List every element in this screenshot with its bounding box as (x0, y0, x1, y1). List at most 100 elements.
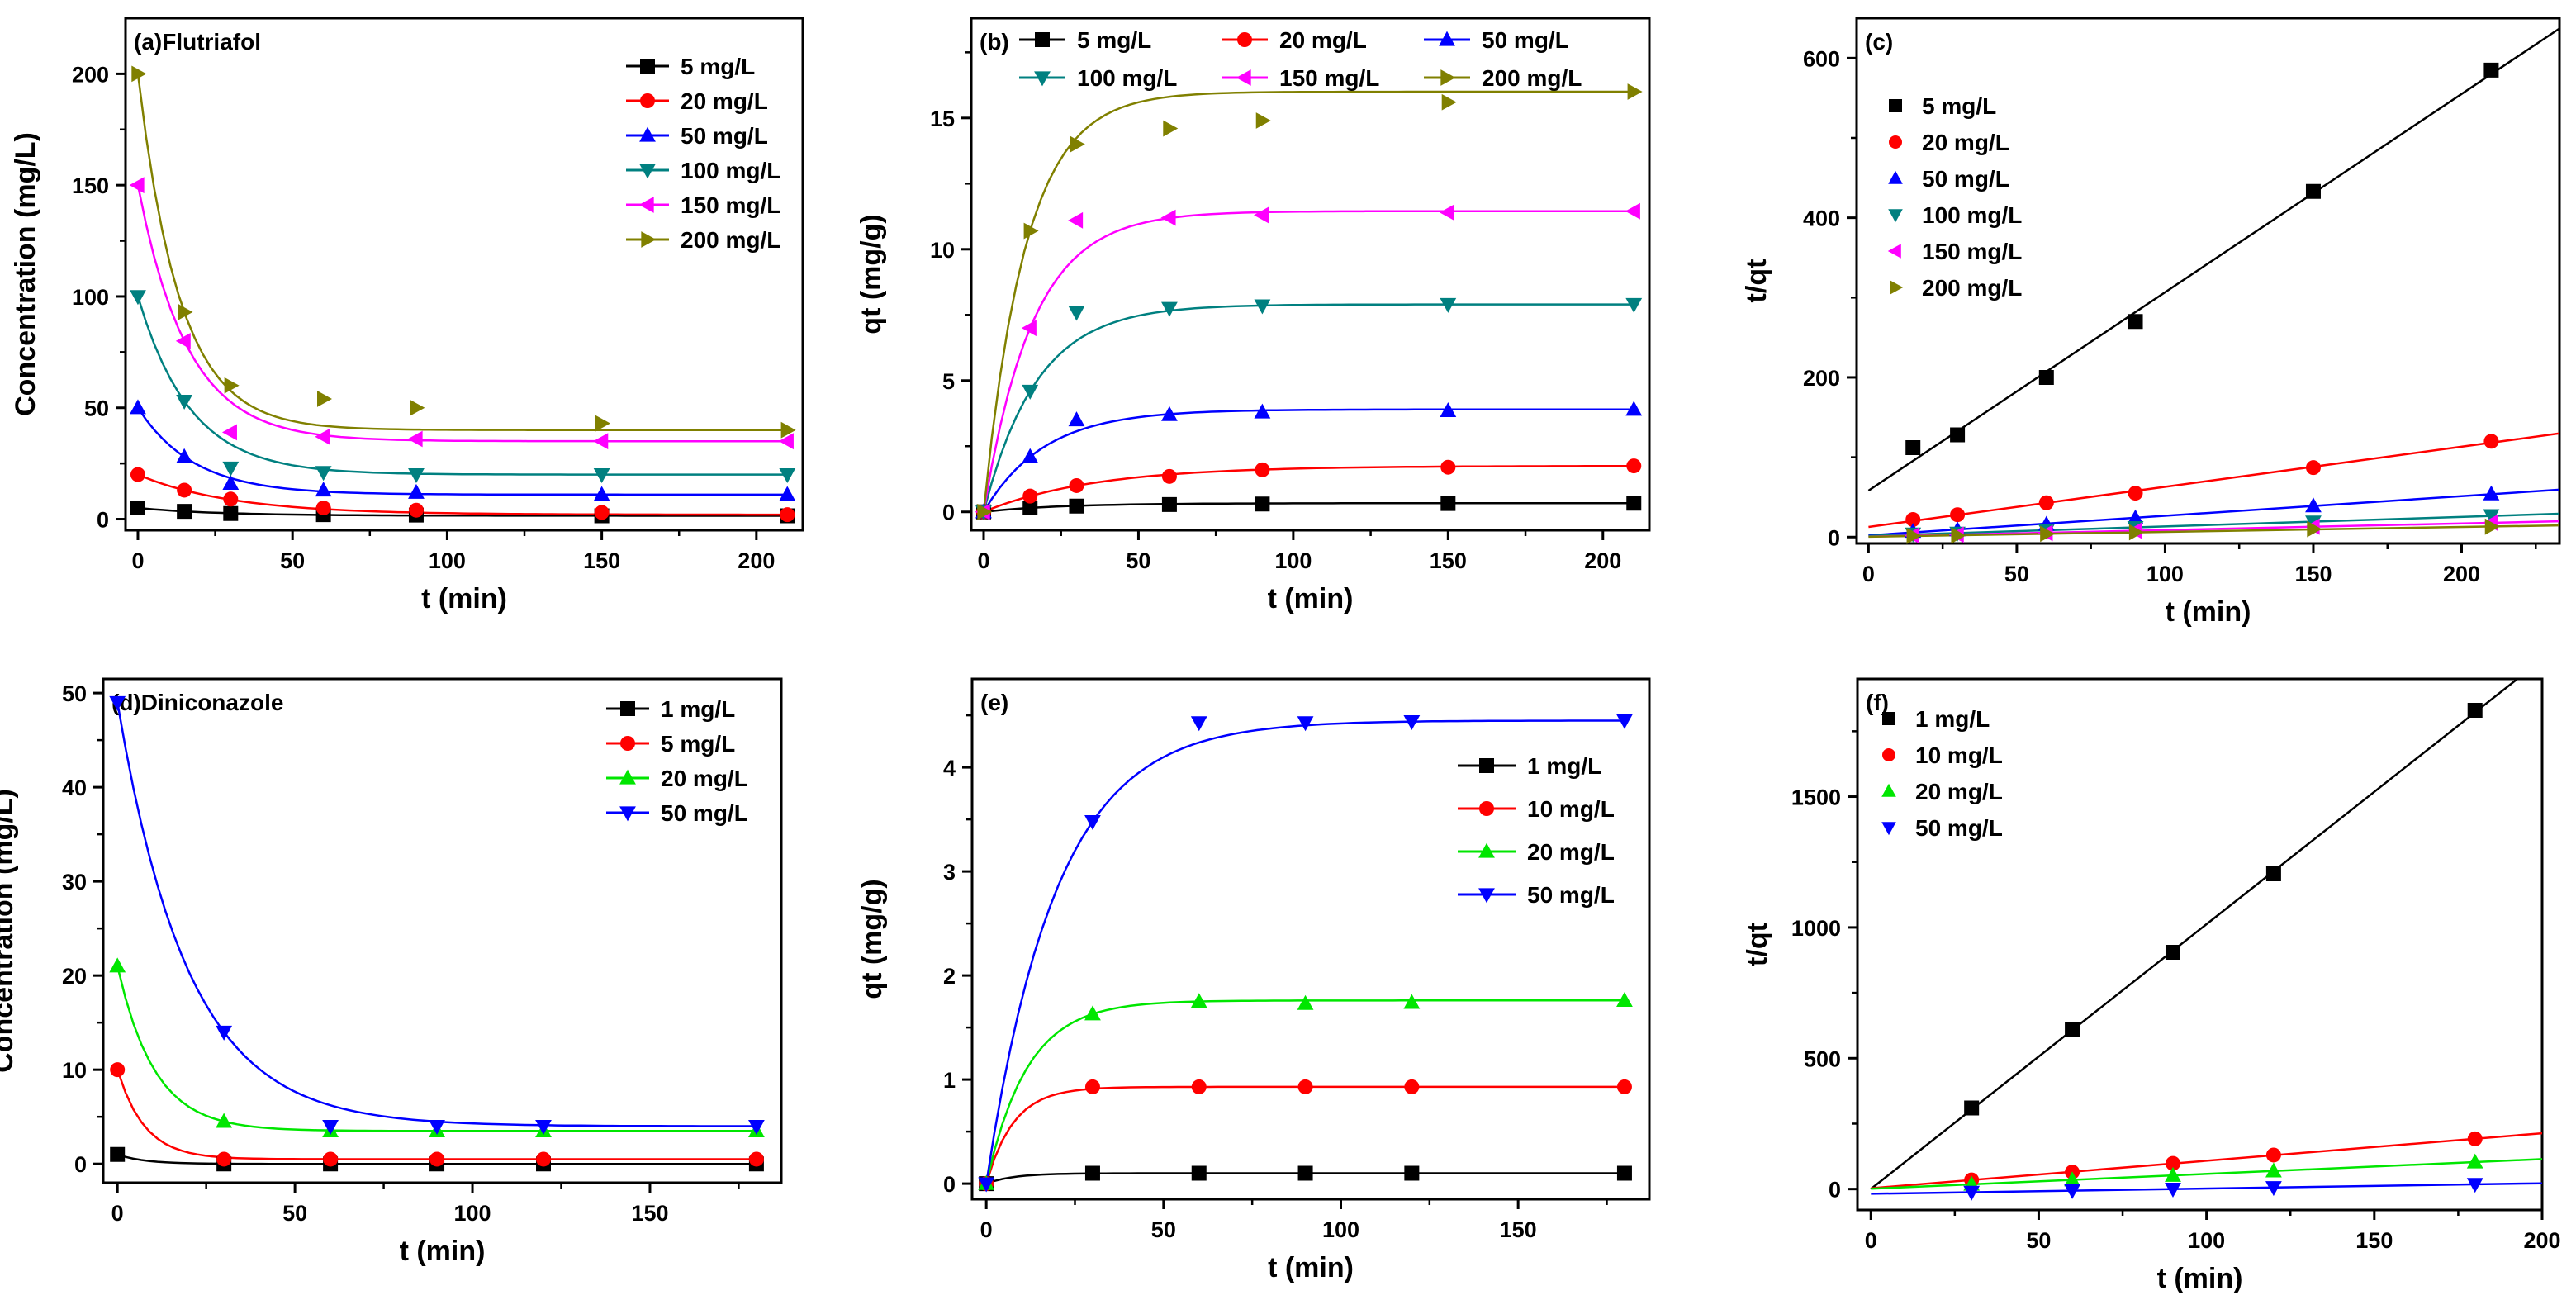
chart-data-1-series-5-point-3 (1163, 120, 1179, 137)
chart-data-2-series-2-point-5 (2483, 485, 2500, 501)
y-axis-label: Concentration (mg/L) (10, 132, 41, 416)
chart-data-2-series-1-point-1 (1950, 507, 1966, 523)
chart-data-2-series-0-point-0 (1905, 440, 1921, 456)
chart-data-5-series-0-point-1 (2065, 1022, 2080, 1037)
series-line-3 (984, 719, 1625, 1184)
chart-data-0-series-4-point-0 (129, 177, 145, 194)
y-axis-label: qt (mg/g) (856, 214, 887, 334)
legend-marker (1440, 69, 1456, 86)
x-tick-label: 150 (583, 548, 620, 573)
y-tick-label: 4 (943, 756, 956, 780)
series-line-1 (1871, 1132, 2542, 1189)
chart-data-0-series-0-point-1 (177, 504, 192, 520)
x-tick-label: 100 (454, 1201, 491, 1226)
x-tick-label: 200 (2443, 562, 2480, 586)
chart-data-3-series-1-point-2 (323, 1151, 339, 1167)
y-tick-label: 1500 (1791, 785, 1841, 810)
chart-data-1-series-1-point-5 (1440, 459, 1456, 475)
y-tick-label: 1 (943, 1068, 956, 1093)
chart-data-3-series-1-point-1 (216, 1151, 232, 1167)
legend-marker (640, 93, 655, 108)
chart-data-1-series-5-point-4 (1255, 112, 1271, 129)
legend-marker (1034, 71, 1051, 87)
legend-marker (1882, 712, 1895, 725)
legend-marker (619, 769, 636, 785)
chart-data-0-series-1-point-5 (594, 505, 610, 520)
chart-data-5-series-0-point-3 (2265, 866, 2281, 881)
chart-data-1-series-0-point-1 (1022, 500, 1038, 515)
legend-marker (1439, 31, 1455, 46)
legend-marker (1478, 842, 1495, 858)
y-tick-label: 400 (1803, 206, 1840, 231)
legend-marker (1479, 758, 1494, 773)
series-5 (977, 83, 1643, 520)
chart-data-3-series-1-point-0 (110, 1062, 126, 1078)
x-tick-label: 50 (1126, 548, 1150, 573)
x-tick-label: 150 (2355, 1228, 2393, 1253)
x-tick-label: 150 (1430, 548, 1467, 573)
chart-data-1-series-2-point-2 (1068, 411, 1085, 427)
series-0 (975, 496, 1642, 520)
legend: 1 mg/L 10 mg/L 20 mg/L 50 mg/L (1458, 753, 1615, 908)
series-3 (978, 714, 1633, 1193)
y-tick-label: 1000 (1791, 916, 1841, 941)
chart-data-1-series-5-point-6 (1627, 83, 1643, 100)
legend-marker (1888, 209, 1903, 223)
legend-marker (1236, 69, 1251, 86)
y-tick-label: 0 (1829, 1178, 1841, 1203)
x-axis-label: t (min) (2157, 1263, 2243, 1294)
chart-data-2-series-0-point-1 (1950, 427, 1966, 443)
series-line-5 (136, 74, 788, 431)
series-line-2 (1871, 1158, 2542, 1190)
x-tick-label: 0 (980, 1217, 993, 1242)
fit-lines (1867, 27, 2559, 539)
chart-data-0-series-1-point-2 (223, 491, 239, 507)
series-2 (109, 957, 765, 1137)
legend-label: 5 mg/L (681, 54, 755, 79)
legend-label: 50 mg/L (681, 123, 768, 149)
series-3 (1963, 1178, 2483, 1201)
chart-data-5-series-2-point-1 (2064, 1171, 2080, 1187)
chart-data-0-series-2-point-0 (130, 399, 146, 415)
series-0 (1964, 703, 2483, 1116)
chart-data-0-series-2-point-5 (593, 486, 610, 501)
x-tick-label: 0 (111, 1201, 124, 1226)
chart-data-0-series-1-point-6 (780, 507, 795, 523)
legend-label: 1 mg/L (1527, 753, 1601, 779)
chart-data-0-series-1-point-3 (315, 501, 331, 516)
legend-marker (619, 806, 636, 822)
chart-data-1-series-0-point-6 (1626, 496, 1642, 511)
series-line-1 (1868, 432, 2559, 529)
legend-label: 20 mg/L (1922, 130, 2009, 155)
chart-data-0-series-2-point-4 (408, 483, 425, 499)
legend-label: 50 mg/L (1482, 27, 1569, 53)
chart-data-2-series-5-point-4 (2307, 520, 2322, 538)
y-tick-label: 10 (62, 1058, 87, 1083)
series-line-1 (137, 473, 788, 516)
x-tick-label: 150 (1500, 1217, 1537, 1242)
x-tick-label: 200 (738, 548, 775, 573)
series-line-3 (136, 296, 788, 476)
chart-data-3-series-3-point-1 (216, 1025, 233, 1041)
series-line-3 (982, 303, 1634, 513)
series-line-2 (116, 966, 757, 1132)
legend-marker (1882, 748, 1895, 761)
legend-marker (620, 701, 635, 716)
chart-data-0-series-4-point-2 (221, 424, 237, 441)
y-tick-label: 0 (97, 508, 109, 533)
legend: 5 mg/L 20 mg/L 50 mg/L 100 mg/L 150 mg/L 200 … (626, 54, 780, 253)
chart-data-4-series-1-point-3 (1297, 1079, 1313, 1094)
legend: 5 mg/L 20 mg/L 50 mg/L 100 mg/L 150 mg/L 200 … (1887, 93, 2022, 301)
y-tick-label: 40 (62, 776, 87, 800)
chart-data-1-series-0-point-4 (1255, 496, 1270, 512)
y-tick-label: 2 (943, 964, 956, 989)
chart-data-0-series-1-point-1 (177, 482, 192, 498)
legend-marker (620, 736, 635, 751)
chart-data-0-series-4-point-5 (593, 433, 609, 450)
series-line-0 (1870, 679, 2520, 1190)
series-line-0 (137, 506, 788, 517)
chart-data-1-series-2-point-1 (1022, 448, 1039, 463)
fit-lines (984, 719, 1625, 1185)
chart-data-1-series-5-point-2 (1070, 135, 1085, 153)
chart-data-3-series-3-point-2 (322, 1119, 339, 1135)
